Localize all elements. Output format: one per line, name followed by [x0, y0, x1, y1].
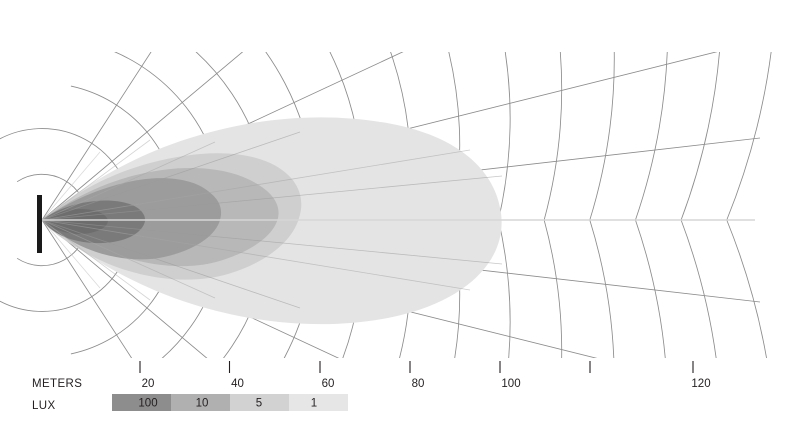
grid-ray-p57 [41, 52, 152, 221]
grid-ray-p40 [41, 52, 244, 221]
lux-swatch-5[interactable] [230, 394, 289, 411]
striation-up-5 [41, 139, 151, 221]
striation-up-2 [41, 149, 471, 221]
meters-axis-ticks [139, 361, 591, 373]
grid-arc-110m-lower [543, 219, 563, 358]
striation-up-4 [41, 141, 216, 221]
grid-ray-m57 [41, 219, 133, 358]
tick-label-60: 60 [322, 378, 335, 390]
grid-arc-130m [635, 52, 668, 221]
lux-swatch-100[interactable] [112, 394, 171, 411]
striation-dn-3 [41, 219, 301, 309]
lux-swatch-label-1: 1 [311, 398, 317, 410]
tick-label-80: 80 [412, 378, 425, 390]
lux-axis-label: LUX [32, 400, 56, 412]
lux-swatch-label-5: 5 [256, 398, 262, 410]
striation-dn-6 [41, 219, 101, 289]
tick-label-100: 100 [501, 378, 520, 390]
tick-label-120: 120 [691, 378, 710, 390]
meters-axis-tick-labels: 20 40 60 80 100 120 [142, 378, 711, 390]
beam-ray-striations [41, 131, 503, 309]
grid-arc-150m [726, 52, 772, 221]
tick-label-20: 20 [142, 378, 155, 390]
striation-dn-5 [41, 219, 151, 301]
lux-swatch-10[interactable] [171, 394, 230, 411]
striation-up-3 [41, 131, 301, 221]
striation-up-1 [41, 175, 503, 221]
lux-swatch-label-100: 100 [138, 398, 157, 410]
meters-axis-label: METERS [32, 378, 82, 390]
striation-up-6 [41, 151, 101, 221]
striation-dn-2 [41, 219, 471, 291]
lux-swatch-1[interactable] [289, 394, 348, 411]
grid-arc-100m-lower [498, 219, 511, 358]
grid-arc-120m-lower [589, 219, 615, 358]
grid-arc-100m [498, 52, 511, 221]
lamp-aperture-bar [37, 195, 42, 253]
grid-arc-140m-lower [680, 219, 717, 358]
grid-arc-150m-lower [726, 219, 767, 358]
striation-dn-1 [41, 219, 503, 265]
striation-dn-4 [41, 219, 216, 299]
grid-arc-120m [589, 52, 615, 221]
grid-arc-110m [543, 52, 563, 221]
lux-legend[interactable]: 100 10 5 1 [112, 394, 348, 411]
grid-arc-130m-lower [635, 219, 666, 358]
grid-arc-140m [680, 52, 720, 221]
lux-swatch-label-10: 10 [196, 398, 209, 410]
tick-label-40: 40 [231, 378, 244, 390]
grid-ray-m40 [41, 219, 208, 358]
